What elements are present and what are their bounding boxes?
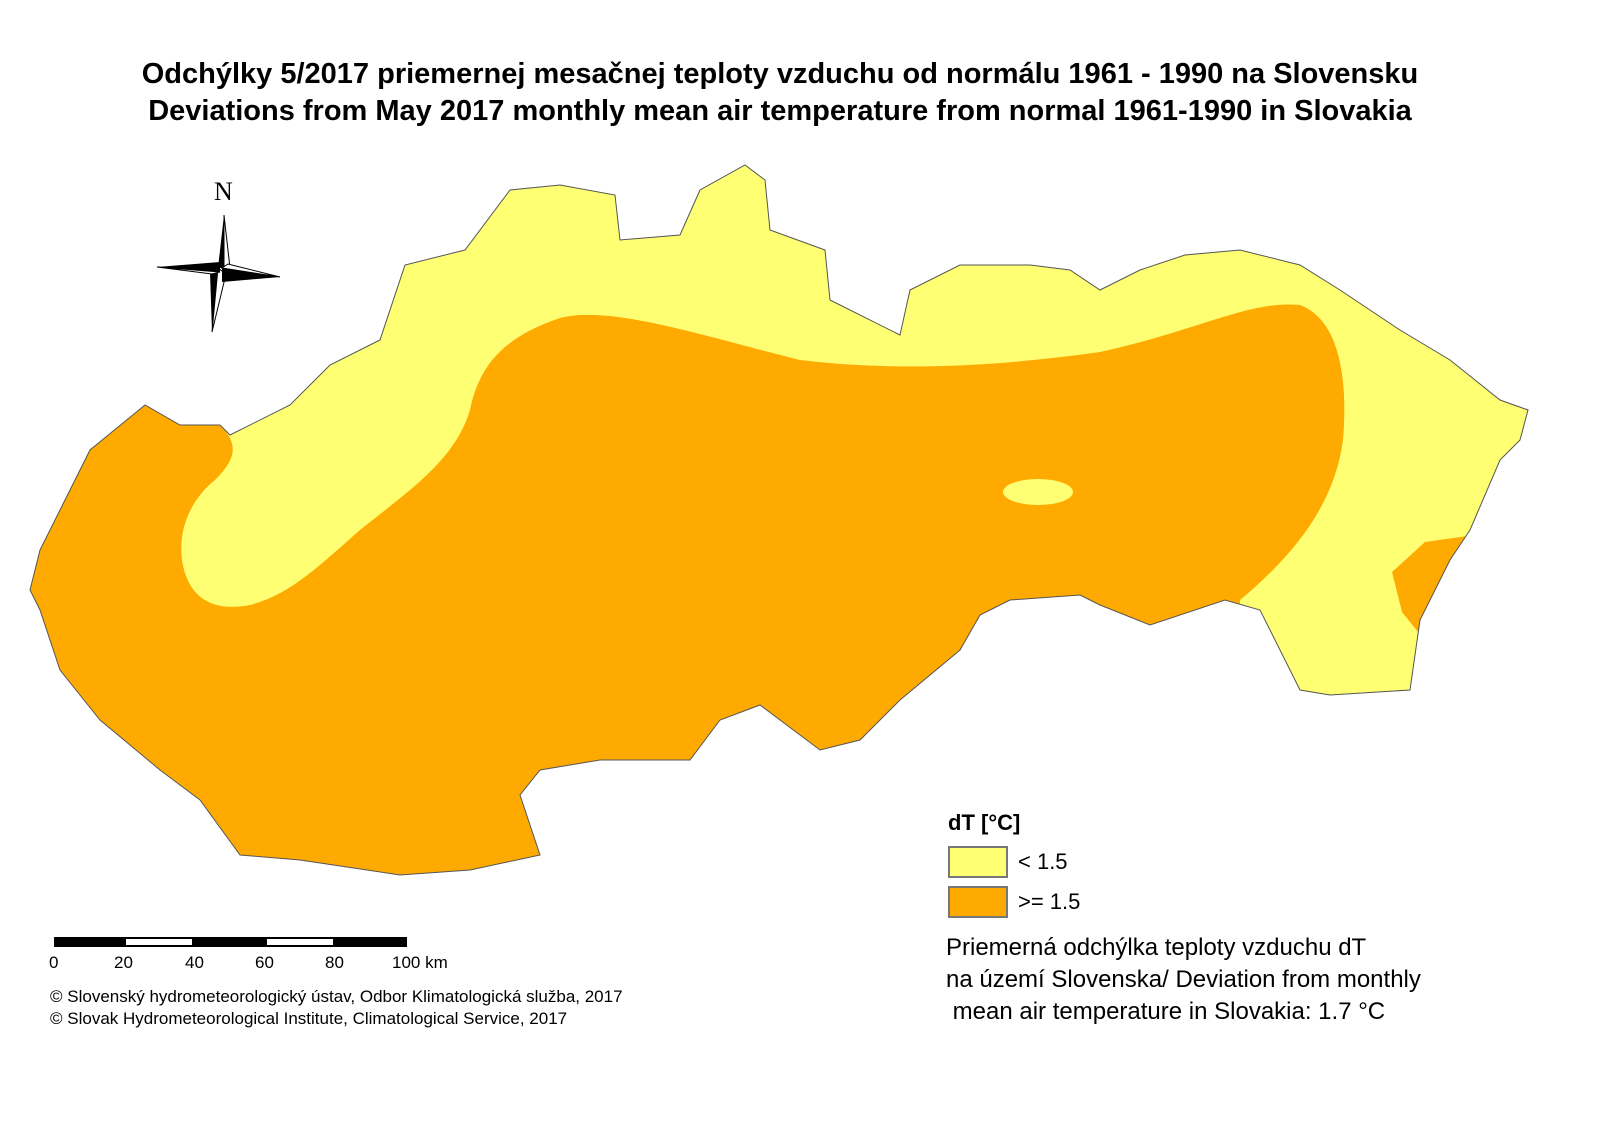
note-line: na území Slovenska/ Deviation from month… — [946, 966, 1421, 993]
zone-above-1-5 — [30, 304, 1345, 875]
scale-bar — [54, 937, 407, 947]
legend-title: dT [°C] — [948, 810, 1021, 835]
scale-tick: 20 — [114, 953, 133, 972]
scale-tick: 60 — [255, 953, 274, 972]
mean-deviation-note: Priemerná odchýlka teploty vzduchu dT na … — [946, 932, 1421, 1028]
legend-label-low: < 1.5 — [1018, 849, 1068, 874]
map-title-sk: Odchýlky 5/2017 priemernej mesačnej tepl… — [141, 58, 1419, 90]
scale-tick: 40 — [185, 953, 204, 972]
note-line: mean air temperature in Slovakia: 1.7 °C — [946, 998, 1386, 1025]
note-line: Priemerná odchýlka teploty vzduchu dT — [946, 934, 1367, 961]
legend-label-high: >= 1.5 — [1018, 889, 1081, 914]
legend-swatch-low — [948, 846, 1008, 878]
zone-below-1-5-island — [1003, 479, 1073, 505]
legend-swatch-high — [948, 886, 1008, 918]
scale-tick: 80 — [325, 953, 344, 972]
scale-tick: 0 — [49, 953, 59, 972]
north-label: N — [214, 177, 233, 206]
credit-en: © Slovak Hydrometeorological Institute, … — [50, 1009, 568, 1028]
map-title-en: Deviations from May 2017 monthly mean ai… — [148, 95, 1412, 127]
north-arrow-icon: N — [156, 177, 281, 333]
credit-sk: © Slovenský hydrometeorologický ústav, O… — [50, 987, 623, 1006]
scale-tick: 100 km — [392, 953, 448, 972]
